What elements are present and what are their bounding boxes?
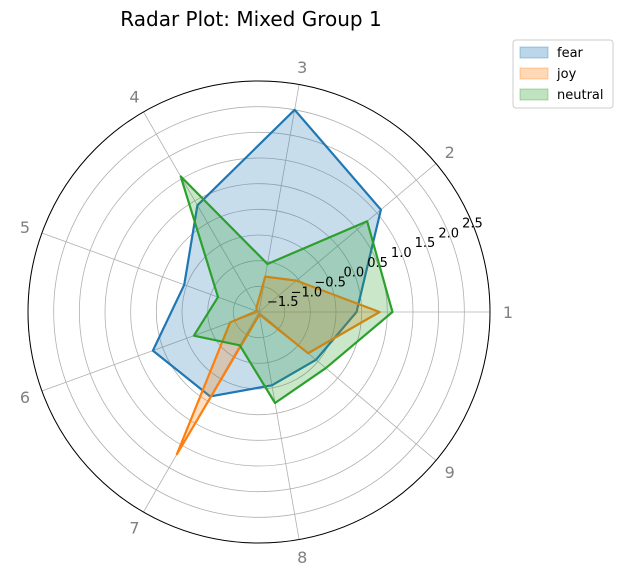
radial-tick-label: −0.5 [314, 276, 346, 291]
axis-label-5: 5 [20, 218, 30, 237]
radial-tick-label: 1.5 [415, 236, 436, 251]
radial-tick-label: −1.5 [267, 295, 299, 310]
series-layer [151, 108, 394, 456]
axis-label-1: 1 [503, 303, 513, 322]
legend-swatch-fear [519, 46, 549, 59]
angular-gridline [258, 163, 437, 313]
legend-label-fear: fear [557, 46, 584, 61]
axis-labels-layer: 1 2 3 4 5 6 7 8 9 [20, 58, 513, 567]
angular-gridline [41, 311, 260, 392]
angular-gridline [41, 232, 260, 313]
axis-label-4: 4 [129, 87, 139, 106]
legend-frame [512, 39, 614, 109]
radial-tick-label: −1.0 [291, 285, 323, 300]
legend-label-joy: joy [556, 67, 577, 82]
grid-layer [27, 80, 491, 544]
polar-frame [27, 80, 491, 544]
series-outline-fear [151, 108, 382, 398]
angular-gridline [143, 111, 260, 313]
angular-gridline [258, 311, 300, 540]
radial-tick-label: 1.0 [391, 246, 412, 261]
radial-tick-label: 0.0 [344, 266, 365, 281]
axis-label-9: 9 [445, 463, 455, 482]
radial-tick-label: 2.0 [438, 226, 459, 241]
axis-label-2: 2 [445, 143, 455, 162]
axis-label-8: 8 [297, 548, 307, 567]
series-area-fear [152, 109, 381, 397]
chart-title: Radar Plot: Mixed Group 1 [120, 7, 381, 31]
series-area-neutral [180, 176, 393, 403]
radial-tick-label: 2.5 [462, 217, 483, 232]
axis-label-7: 7 [129, 519, 139, 538]
axis-label-6: 6 [20, 388, 30, 407]
series-area-joy [176, 276, 380, 455]
radial-tick-label: 0.5 [367, 256, 388, 271]
legend-swatch-joy [519, 67, 549, 80]
legend-label-neutral: neutral [557, 88, 604, 103]
series-outline-neutral [179, 175, 394, 405]
legend-entries: fear joy neutral [519, 46, 604, 103]
legend-swatch-neutral [519, 88, 549, 101]
series-outline-joy [175, 275, 381, 456]
axis-label-3: 3 [297, 58, 307, 77]
tick-labels-layer: −1.5−1.0−0.50.00.51.01.52.02.5 [267, 217, 483, 311]
legend: fear joy neutral [512, 39, 614, 109]
angular-gridline [258, 84, 300, 313]
